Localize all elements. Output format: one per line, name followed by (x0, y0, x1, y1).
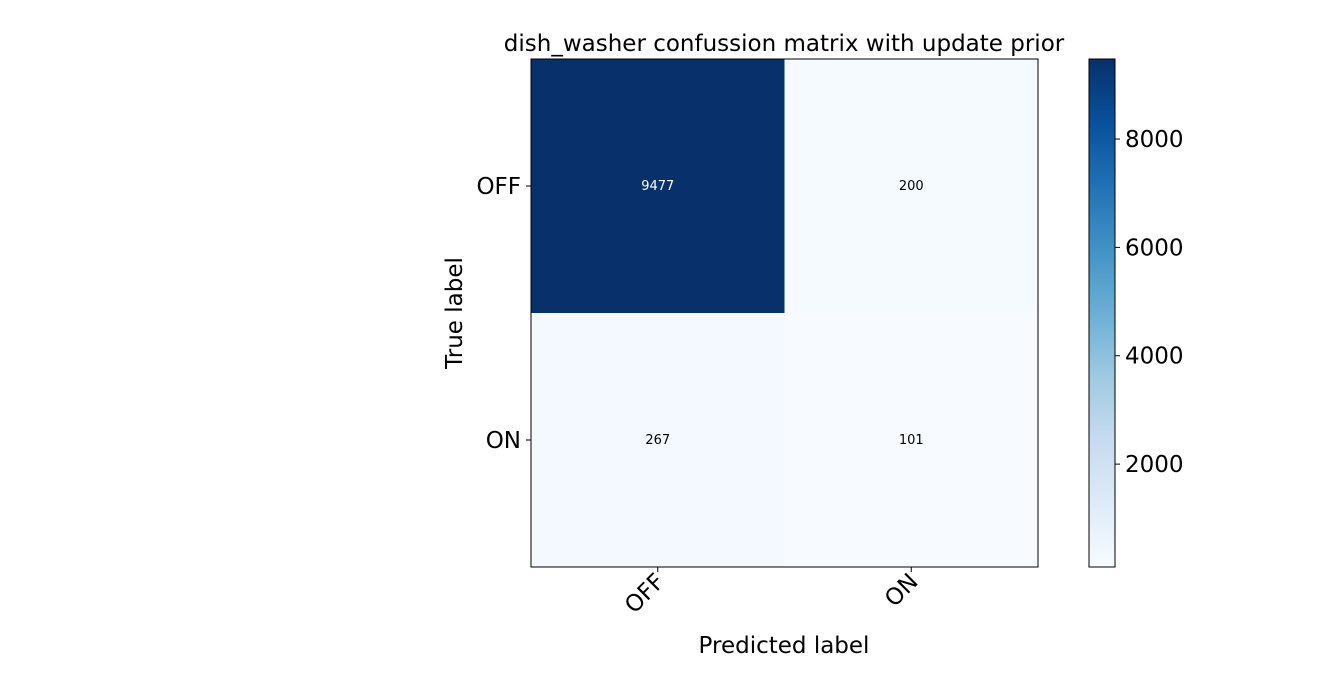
x-axis-label: Predicted label (699, 633, 870, 659)
chart-title: dish_washer confussion matrix with updat… (504, 31, 1065, 57)
y-tick-label: OFF (476, 174, 521, 200)
heatmap-cell (531, 313, 785, 567)
x-tick-label: OFF (620, 569, 670, 619)
plot-frame (530, 58, 1039, 568)
cell-value-label: 9477 (641, 179, 674, 194)
colorbar-tick-label: 4000 (1125, 344, 1184, 370)
colorbar (1088, 58, 1116, 568)
cell-value-label: 101 (899, 433, 924, 448)
x-axis-ticks: OFF ON (620, 567, 923, 619)
cell-value-label: 267 (645, 433, 670, 448)
heatmap-cell (784, 313, 1038, 567)
y-tick-label: ON (486, 428, 521, 454)
colorbar-tick-label: 6000 (1125, 235, 1184, 261)
colorbar-ticks: 2000 4000 6000 8000 (1115, 127, 1184, 478)
heatmap-cells: 9477 200 267 101 (531, 59, 1038, 567)
x-tick-label: ON (880, 569, 923, 612)
colorbar-tick-label: 2000 (1125, 452, 1184, 478)
y-axis-ticks: OFF ON (476, 174, 531, 454)
heatmap-cell (531, 59, 785, 313)
cell-value-label: 200 (899, 179, 924, 194)
heatmap-cell (784, 59, 1038, 313)
y-axis-label: True label (442, 257, 468, 370)
colorbar-tick-label: 8000 (1125, 127, 1184, 153)
